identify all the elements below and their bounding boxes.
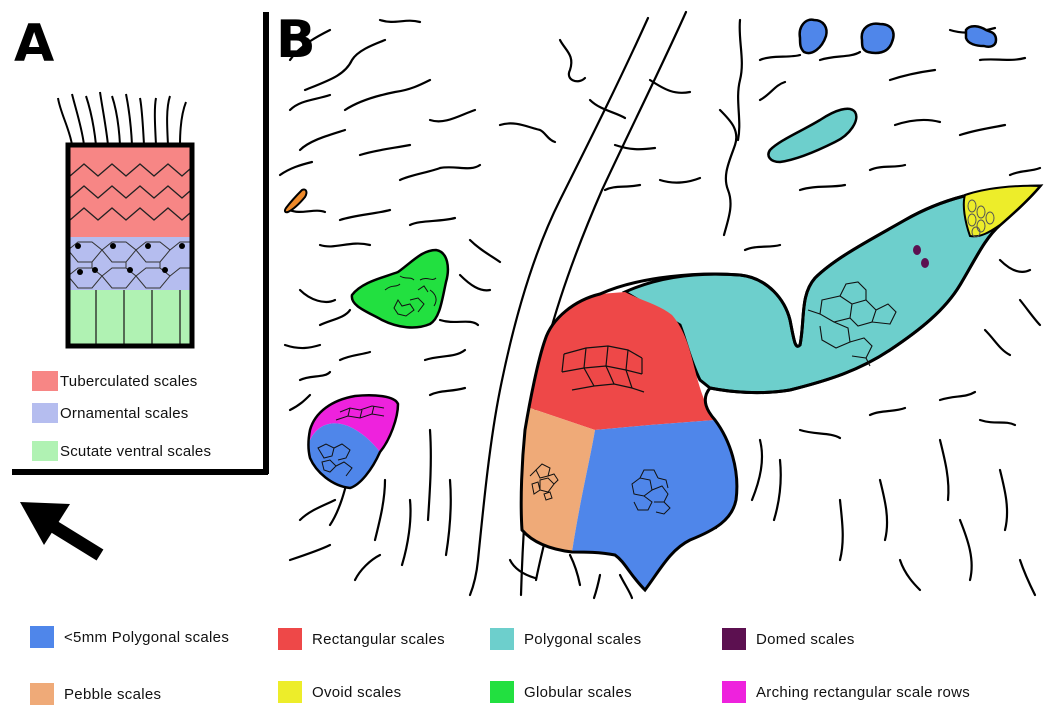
inset-legend-item: Tuberculated scales (32, 371, 197, 391)
legend-swatch (30, 626, 54, 648)
small-polygonal-scales-texture (631, 469, 671, 515)
skin-impression-map (12, 10, 1044, 600)
polygonal-scales-texture (807, 281, 897, 367)
legend-item: Arching rectangular scale rows (722, 681, 970, 703)
tuberculated-layer (68, 145, 192, 237)
legend-item: Ovoid scales (278, 681, 401, 703)
legend-swatch (722, 628, 746, 650)
fringe-lines (57, 91, 187, 146)
panel-a-label: A (14, 14, 55, 74)
legend-label: Tuberculated scales (60, 372, 198, 390)
legend-label: Polygonal scales (524, 630, 642, 648)
scutate-layer (68, 290, 192, 346)
legend-label: Ornamental scales (60, 404, 189, 422)
pebble-patch-small (283, 188, 308, 214)
legend-swatch (490, 681, 514, 703)
legend-swatch (32, 403, 58, 423)
polygonal-patch-small (767, 107, 858, 164)
main-scale-region (519, 184, 1044, 593)
legend-swatch (32, 441, 58, 461)
hexagon-pattern (67, 241, 192, 289)
legend-swatch (490, 628, 514, 650)
arrow-icon (20, 502, 104, 561)
legend-label: Globular scales (524, 683, 632, 701)
legend-item: Polygonal scales (490, 628, 641, 650)
inset-legend-item: Scutate ventral scales (32, 441, 211, 461)
inset-legend-item: Ornamental scales (32, 403, 188, 423)
rectangular-region (530, 292, 715, 430)
domed-scales-marks (913, 245, 929, 268)
legend-swatch (32, 371, 58, 391)
legend-swatch (30, 683, 54, 705)
globular-patch (350, 248, 450, 329)
ornamental-dots (75, 243, 185, 275)
legend-label: Ovoid scales (312, 683, 402, 701)
legend-label: Scutate ventral scales (60, 442, 212, 460)
legend-item: Pebble scales (30, 683, 161, 705)
panel-a-schematic (12, 12, 269, 475)
legend-swatch (278, 681, 302, 703)
arching-rows-patch (307, 394, 400, 490)
zigzag-pattern (69, 163, 191, 221)
small-polygonal-patches (798, 18, 998, 55)
ovoid-scales-texture (967, 199, 995, 238)
legend-label: Domed scales (756, 630, 855, 648)
legend-item: Domed scales (722, 628, 855, 650)
small-polygonal-region (572, 420, 737, 590)
legend-item: Rectangular scales (278, 628, 445, 650)
legend-label: <5mm Polygonal scales (64, 628, 230, 646)
schematic-outline (65, 142, 195, 349)
ovoid-region (962, 184, 1043, 238)
pebble-scales-texture (529, 463, 559, 501)
legend-item: <5mm Polygonal scales (30, 626, 229, 648)
legend-label: Rectangular scales (312, 630, 445, 648)
legend-label: Arching rectangular scale rows (756, 683, 971, 701)
scutate-divisions (95, 290, 181, 346)
panel-b-label: B (276, 10, 316, 70)
legend-item: Globular scales (490, 681, 632, 703)
specimen-outline-lines (278, 10, 1042, 600)
rectangular-scales-texture (561, 345, 645, 393)
legend-label: Pebble scales (64, 685, 162, 703)
legend-swatch (722, 681, 746, 703)
legend-swatch (278, 628, 302, 650)
